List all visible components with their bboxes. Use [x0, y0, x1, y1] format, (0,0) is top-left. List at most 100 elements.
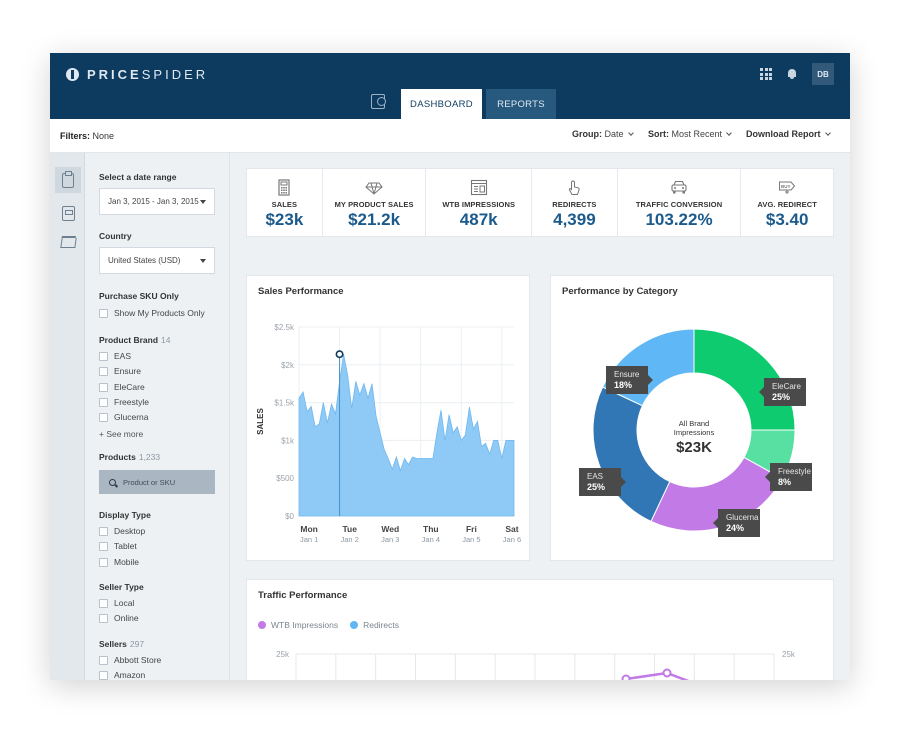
- kpi-label: MY PRODUCT SALES: [334, 200, 414, 209]
- checkbox-box[interactable]: [99, 655, 108, 665]
- kpi-label: AVG. REDIRECT: [757, 200, 817, 209]
- country-value: United States (USD): [108, 256, 181, 265]
- checkbox-label: Abbott Store: [114, 655, 162, 665]
- checkbox-display-tablet[interactable]: Tablet: [99, 541, 137, 551]
- checkbox-box[interactable]: [99, 351, 108, 361]
- y-tick-label: $2.5k: [274, 323, 295, 332]
- callout-percent: 24%: [726, 523, 744, 533]
- sales-area-series: [298, 354, 515, 517]
- checkbox-label: Desktop: [114, 526, 146, 536]
- checkbox-brand-elecare[interactable]: EleCare: [99, 382, 145, 392]
- purchase-sku-heading: Purchase SKU Only: [99, 291, 179, 301]
- rail-item-stores[interactable]: [55, 200, 81, 226]
- checkbox-box[interactable]: [99, 598, 108, 608]
- kpi-sales[interactable]: SALES $23k: [247, 169, 323, 236]
- logo-text-bold: PRICE: [87, 67, 142, 82]
- legend-swatch: [258, 621, 266, 629]
- icon-rail: [50, 153, 85, 680]
- checkbox-box[interactable]: [99, 382, 108, 392]
- checkbox-brand-ensure[interactable]: Ensure: [99, 366, 141, 376]
- checkbox-display-mobile[interactable]: Mobile: [99, 557, 139, 567]
- sellers-count: 297: [129, 639, 145, 649]
- mobile-device-icon[interactable]: [371, 94, 386, 109]
- notifications-bell-icon[interactable]: [786, 68, 798, 80]
- product-search-input[interactable]: Product or SKU: [99, 470, 215, 494]
- traffic-legend: WTB Impressions Redirects: [258, 620, 399, 630]
- see-more-brands-link[interactable]: + See more: [99, 429, 144, 439]
- shopping-cart-icon: [59, 238, 77, 248]
- kpi-traffic-conversion[interactable]: TRAFFIC CONVERSION 103.22%: [618, 169, 742, 236]
- download-report-dropdown[interactable]: Download Report: [746, 129, 831, 139]
- kpi-avg-redirect[interactable]: BUY AVG. REDIRECT $3.40: [741, 169, 833, 236]
- checkbox-brand-glucerna[interactable]: Glucerna: [99, 412, 149, 422]
- checkbox-label: Ensure: [114, 366, 141, 376]
- checkbox-box[interactable]: [99, 308, 108, 318]
- checkbox-label: Tablet: [114, 541, 137, 551]
- legend-item-redirects[interactable]: Redirects: [350, 620, 399, 630]
- user-avatar[interactable]: DB: [812, 63, 834, 85]
- checkbox-label: Show My Products Only: [114, 308, 205, 318]
- x-tick-date-label: Jan 2: [341, 535, 359, 544]
- country-select[interactable]: United States (USD): [99, 247, 215, 274]
- checkbox-seller-online[interactable]: Online: [99, 613, 139, 623]
- checkbox-seller-local[interactable]: Local: [99, 598, 134, 608]
- callout-percent: 8%: [778, 477, 791, 487]
- group-value: Date: [604, 129, 624, 139]
- traffic-line-chart[interactable]: 25k 25k: [247, 580, 835, 680]
- checkbox-box[interactable]: [99, 366, 108, 376]
- checkbox-brand-eas[interactable]: EAS: [99, 351, 131, 361]
- y-tick-label: $1k: [281, 436, 295, 445]
- x-tick-day-label: Tue: [342, 524, 357, 534]
- x-tick-date-label: Jan 1: [300, 535, 318, 544]
- checkbox-box[interactable]: [99, 397, 108, 407]
- checkbox-display-desktop[interactable]: Desktop: [99, 526, 145, 536]
- search-icon: [109, 478, 116, 486]
- sort-dropdown[interactable]: Sort: Most Recent: [648, 129, 732, 139]
- sort-label: Sort:: [648, 129, 669, 139]
- dropdown-triangle-icon: [200, 258, 206, 263]
- center-label-line2: Impressions: [674, 428, 715, 437]
- checkbox-seller-amazon[interactable]: Amazon: [99, 670, 145, 680]
- kpi-value: $23k: [265, 210, 304, 229]
- checkbox-box[interactable]: [99, 412, 108, 422]
- y-axis-label: SALES: [256, 408, 265, 435]
- legend-label: Redirects: [363, 620, 399, 630]
- product-search-placeholder: Product or SKU: [123, 477, 176, 487]
- apps-grid-icon[interactable]: [760, 68, 772, 80]
- checkbox-show-my-products[interactable]: Show My Products Only: [99, 308, 205, 318]
- callout-pointer: [759, 387, 764, 397]
- kpi-redirects[interactable]: REDIRECTS 4,399: [532, 169, 618, 236]
- tab-dashboard[interactable]: DASHBOARD: [401, 89, 482, 119]
- checkbox-box[interactable]: [99, 526, 108, 536]
- tab-reports[interactable]: REPORTS: [486, 89, 556, 119]
- checkbox-seller-abbott[interactable]: Abbott Store: [99, 655, 161, 665]
- checkbox-box[interactable]: [99, 670, 108, 680]
- date-range-select[interactable]: Jan 3, 2015 - Jan 3, 2015: [99, 188, 215, 215]
- sellers-label: Sellers: [99, 639, 127, 649]
- rail-item-cart[interactable]: [55, 230, 81, 256]
- rail-item-dashboard[interactable]: [55, 167, 81, 193]
- pricespider-logo[interactable]: PRICESPIDER: [66, 67, 208, 82]
- products-label: Products: [99, 452, 136, 462]
- group-by-dropdown[interactable]: Group: Date: [572, 129, 634, 139]
- checkbox-box[interactable]: [99, 613, 108, 623]
- checkbox-brand-freestyle[interactable]: Freestyle: [99, 397, 149, 407]
- kpi-my-product-sales[interactable]: MY PRODUCT SALES $21.2k: [323, 169, 427, 236]
- sales-performance-card: Sales Performance $0 $500 $1k $1.5k $2k $2.5k…: [246, 275, 530, 561]
- center-label-line1: All Brand: [679, 419, 709, 428]
- y-tick-label-left: 25k: [276, 650, 290, 659]
- kpi-summary-card: SALES $23k MY PRODUCT SALES $21.2k WTB I…: [246, 168, 834, 237]
- checkbox-label: EleCare: [114, 382, 145, 392]
- kpi-wtb-impressions[interactable]: WTB IMPRESSIONS 487k: [426, 169, 533, 236]
- legend-item-wtb-impressions[interactable]: WTB Impressions: [258, 620, 338, 630]
- category-donut-chart[interactable]: EleCare25%Freestyle8%Glucerna24%EAS25%En…: [551, 276, 835, 562]
- callout-name: Freestyle: [778, 467, 811, 476]
- active-filters: Filters: None: [60, 131, 114, 141]
- checkbox-box[interactable]: [99, 541, 108, 551]
- callout-pointer: [648, 375, 653, 385]
- checkbox-box[interactable]: [99, 557, 108, 567]
- pointer-hand-icon: [569, 180, 580, 195]
